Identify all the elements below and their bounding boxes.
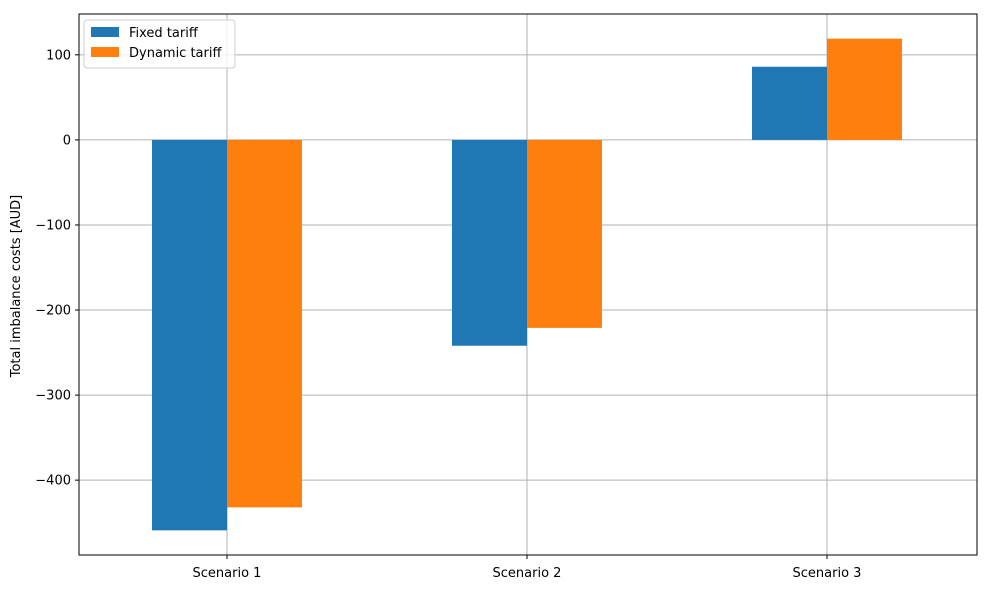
plot-frame (78, 13, 978, 556)
y-tick-label: −400 (35, 474, 71, 489)
y-tick-label: 100 (46, 48, 71, 63)
legend-swatch-fixed (91, 27, 119, 37)
legend: Fixed tariff Dynamic tariff (83, 19, 236, 69)
x-tick-label: Scenario 1 (193, 566, 262, 581)
x-tick-label: Scenario 2 (493, 566, 562, 581)
axes: 100 0 −100 −200 −300 −400 Scenario 1 Scenario 2… (35, 13, 978, 581)
y-axis-label: Total imbalance costs [AUD] (9, 195, 24, 379)
bar-dynamic-3 (827, 38, 902, 140)
bar-dynamic-1 (227, 139, 302, 508)
legend-swatch-dynamic (91, 47, 119, 57)
legend-label-fixed: Fixed tariff (129, 26, 199, 41)
x-tick-label: Scenario 3 (793, 566, 862, 581)
bar-fixed-3 (752, 66, 827, 140)
bars (152, 38, 902, 531)
y-tick-label: −300 (35, 389, 71, 404)
bar-fixed-2 (452, 139, 527, 346)
bar-dynamic-2 (527, 139, 602, 328)
legend-frame (83, 19, 236, 69)
legend-label-dynamic: Dynamic tariff (129, 46, 222, 61)
y-tick-label: −200 (35, 304, 71, 319)
bar-fixed-1 (152, 139, 227, 531)
y-tick-label: −100 (35, 218, 71, 233)
y-tick-label: 0 (63, 133, 71, 148)
